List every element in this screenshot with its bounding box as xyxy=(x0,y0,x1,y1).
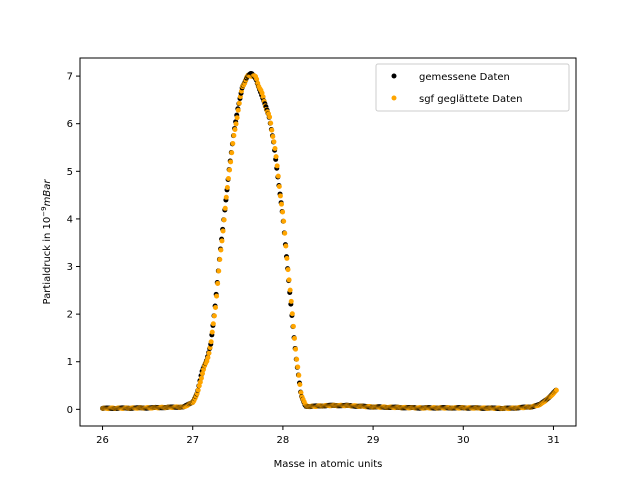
point-geglaettet xyxy=(295,364,301,370)
point-geglaettet xyxy=(222,205,228,211)
point-geglaettet xyxy=(214,293,220,299)
point-geglaettet xyxy=(267,114,273,120)
data-points xyxy=(100,71,559,412)
point-geglaettet xyxy=(298,390,304,396)
y-tick-label: 3 xyxy=(67,262,73,273)
point-geglaettet xyxy=(273,154,279,160)
point-geglaettet xyxy=(271,139,277,145)
point-geglaettet xyxy=(269,127,275,133)
legend-marker-geglaettet xyxy=(391,95,397,101)
point-geglaettet xyxy=(234,115,240,121)
point-geglaettet xyxy=(195,387,201,393)
x-axis-label: Masse in atomic units xyxy=(274,459,383,470)
point-geglaettet xyxy=(260,94,266,100)
point-geglaettet xyxy=(280,209,286,215)
point-geglaettet xyxy=(223,194,229,200)
point-geglaettet xyxy=(287,287,293,293)
point-geglaettet xyxy=(291,335,297,341)
point-geglaettet xyxy=(290,323,296,329)
point-geglaettet xyxy=(197,379,203,385)
y-axis-label-prefix: Partialdruck in 10 xyxy=(42,217,53,305)
point-geglaettet xyxy=(216,268,222,274)
legend-box xyxy=(375,63,570,112)
y-tick-label: 2 xyxy=(67,310,73,321)
legend: gemessene Daten sgf geglättete Daten xyxy=(375,63,570,112)
point-geglaettet xyxy=(227,167,233,173)
y-axis-label-exponent: −9 xyxy=(40,206,48,216)
x-tick-label: 31 xyxy=(547,435,560,446)
point-geglaettet xyxy=(296,372,302,378)
point-geglaettet xyxy=(285,267,291,273)
point-geglaettet xyxy=(208,339,214,345)
point-geglaettet xyxy=(228,159,234,165)
point-geglaettet xyxy=(294,356,300,362)
point-geglaettet xyxy=(297,382,303,387)
point-geglaettet xyxy=(224,184,230,190)
point-geglaettet xyxy=(210,321,216,327)
y-tick-label: 5 xyxy=(67,167,73,178)
point-geglaettet xyxy=(221,217,227,223)
x-tick-label: 27 xyxy=(186,435,199,446)
y-tick-label: 6 xyxy=(67,119,73,130)
point-geglaettet xyxy=(218,247,224,253)
point-geglaettet xyxy=(553,387,559,393)
point-geglaettet xyxy=(211,313,217,319)
point-geglaettet xyxy=(282,230,288,236)
point-geglaettet xyxy=(232,126,238,132)
point-geglaettet xyxy=(286,277,292,283)
legend-label-gemessene: gemessene Daten xyxy=(419,72,510,83)
point-geglaettet xyxy=(205,355,211,361)
point-geglaettet xyxy=(277,193,283,199)
point-geglaettet xyxy=(200,370,206,376)
point-geglaettet xyxy=(231,132,237,138)
x-tick-label: 30 xyxy=(457,435,470,446)
point-geglaettet xyxy=(283,243,289,249)
point-geglaettet xyxy=(279,201,285,207)
point-geglaettet xyxy=(215,280,221,286)
point-geglaettet xyxy=(212,305,218,311)
point-geglaettet xyxy=(276,184,282,189)
x-tick-label: 26 xyxy=(96,435,109,446)
y-tick-label: 4 xyxy=(67,214,73,225)
point-geglaettet xyxy=(206,350,212,356)
point-geglaettet xyxy=(219,238,225,244)
point-geglaettet xyxy=(236,100,242,106)
point-geglaettet xyxy=(259,90,265,96)
point-geglaettet xyxy=(289,311,295,317)
x-tick-label: 28 xyxy=(277,435,290,446)
point-geglaettet xyxy=(220,228,226,234)
y-tick-label: 1 xyxy=(67,357,73,368)
point-geglaettet xyxy=(293,346,299,352)
point-geglaettet xyxy=(254,76,260,82)
point-geglaettet xyxy=(233,121,239,127)
point-geglaettet xyxy=(281,218,287,224)
point-geglaettet xyxy=(230,141,236,147)
y-tick-label: 0 xyxy=(67,405,73,416)
y-axis: 0 1 2 3 4 5 6 7 xyxy=(67,72,80,416)
x-axis: 26 27 28 29 30 31 xyxy=(96,426,560,446)
x-tick-label: 29 xyxy=(367,435,380,446)
point-geglaettet xyxy=(275,173,281,179)
point-geglaettet xyxy=(288,298,294,304)
point-geglaettet xyxy=(272,146,278,152)
point-geglaettet xyxy=(268,120,274,126)
point-geglaettet xyxy=(229,150,235,156)
y-tick-label: 7 xyxy=(67,72,73,83)
plot-frame xyxy=(79,57,577,427)
point-geglaettet xyxy=(217,257,223,263)
point-geglaettet xyxy=(209,329,215,335)
legend-marker-gemessene xyxy=(391,73,397,79)
point-geglaettet xyxy=(235,107,241,113)
legend-label-geglaettet: sgf geglättete Daten xyxy=(419,94,523,105)
point-geglaettet xyxy=(198,375,204,381)
point-geglaettet xyxy=(270,134,276,140)
point-geglaettet xyxy=(225,175,231,181)
point-geglaettet xyxy=(284,255,290,261)
point-geglaettet xyxy=(274,163,280,169)
y-axis-label-unit: mBar xyxy=(42,179,53,207)
y-axis-label: Partialdruck in 10−9mBar xyxy=(40,179,53,305)
